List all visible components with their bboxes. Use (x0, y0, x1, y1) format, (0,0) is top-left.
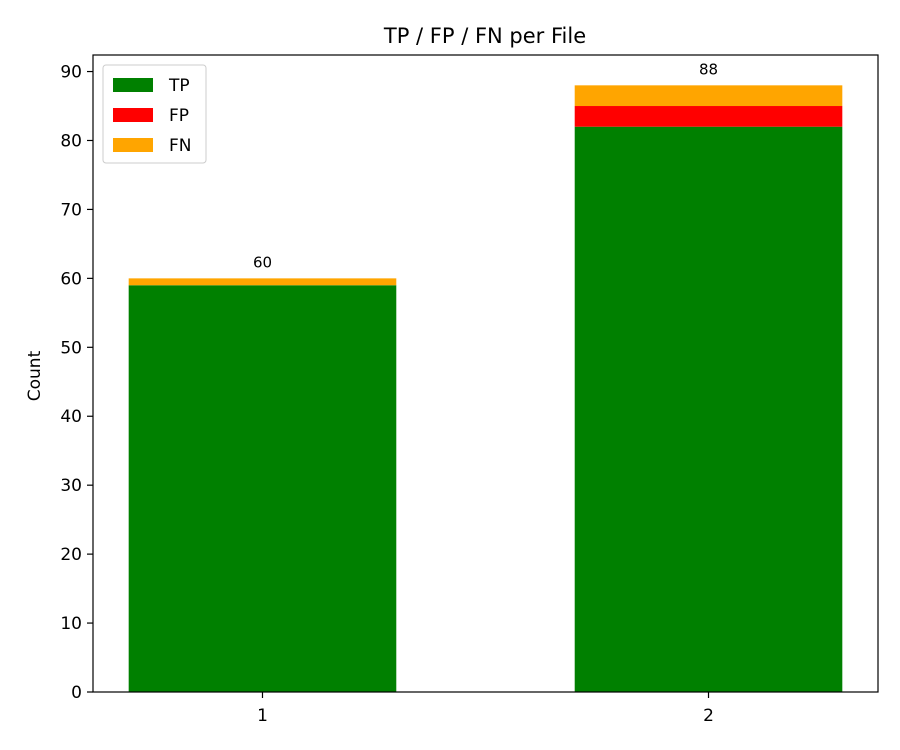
legend-label-fp: FP (169, 106, 189, 126)
legend-swatch-fn (113, 138, 153, 152)
legend-swatch-tp (113, 78, 153, 92)
legend-label-tp: TP (168, 76, 190, 96)
x-tick-label: 2 (703, 706, 714, 726)
bar-tp-1 (128, 285, 397, 692)
y-tick-label: 80 (60, 131, 82, 151)
legend-swatch-fp (113, 108, 153, 122)
y-tick-label: 30 (60, 476, 82, 496)
y-tick-label: 0 (71, 683, 82, 703)
bar-fn-1 (128, 278, 397, 286)
y-axis-label: Count (25, 350, 45, 401)
plot-area: 60 88 0 10 20 30 40 50 60 70 80 90 1 2 (60, 54, 879, 726)
y-tick-label: 40 (60, 407, 82, 427)
total-label-2: 88 (699, 60, 718, 78)
bar-fp-2 (574, 106, 843, 127)
legend: TP FP FN (102, 64, 207, 164)
x-tick-label: 1 (257, 706, 268, 726)
y-tick-label: 50 (60, 338, 82, 358)
y-tick-label: 70 (60, 200, 82, 220)
axes-frame (92, 54, 879, 693)
y-tick-label: 90 (60, 63, 82, 83)
y-tick-label: 10 (60, 614, 82, 634)
chart-title: TP / FP / FN per File (383, 24, 586, 48)
legend-label-fn: FN (169, 136, 192, 156)
total-label-1: 60 (253, 253, 272, 271)
bar-tp-2 (574, 126, 843, 693)
y-tick-label: 20 (60, 545, 82, 565)
y-tick-label: 60 (60, 269, 82, 289)
bar-fn-2 (574, 85, 843, 107)
